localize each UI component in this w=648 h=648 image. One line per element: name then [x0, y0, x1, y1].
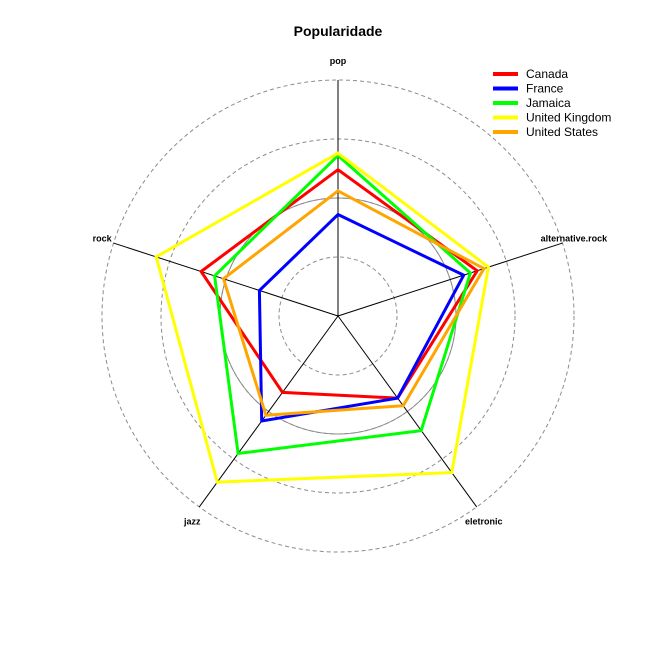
chart-title: Popularidade: [294, 23, 383, 39]
axis-label-rock: rock: [93, 233, 113, 243]
axis-spoke-eletronic: [337, 315, 478, 508]
series-united-states: [221, 189, 486, 417]
radar-axes: [113, 80, 563, 508]
axis-spoke-alternative-rock: [337, 242, 563, 317]
axis-label-jazz: jazz: [183, 517, 201, 527]
series-jamaica: [213, 153, 473, 456]
legend-label-jamaica: Jamaica: [526, 96, 571, 110]
axis-label-eletronic: eletronic: [465, 517, 503, 527]
grid-ring-dashed-1: [278, 256, 398, 376]
axis-label-alternative-rock: alternative.rock: [541, 233, 609, 243]
legend-label-france: France: [526, 82, 564, 96]
radar-series: [154, 151, 491, 484]
grid-ring-dashed-4: [101, 79, 575, 553]
legend-label-united-states: United States: [526, 125, 598, 139]
legend-label-canada: Canada: [526, 67, 568, 81]
axis-spoke-rock: [113, 242, 339, 317]
axis-spoke-jazz: [198, 315, 339, 508]
series-united-kingdom: [154, 151, 491, 484]
axis-labels: pop alternative.rock eletronic jazz rock: [93, 56, 609, 527]
legend-label-united-kingdom: United Kingdom: [526, 111, 611, 125]
axis-label-pop: pop: [330, 56, 347, 66]
